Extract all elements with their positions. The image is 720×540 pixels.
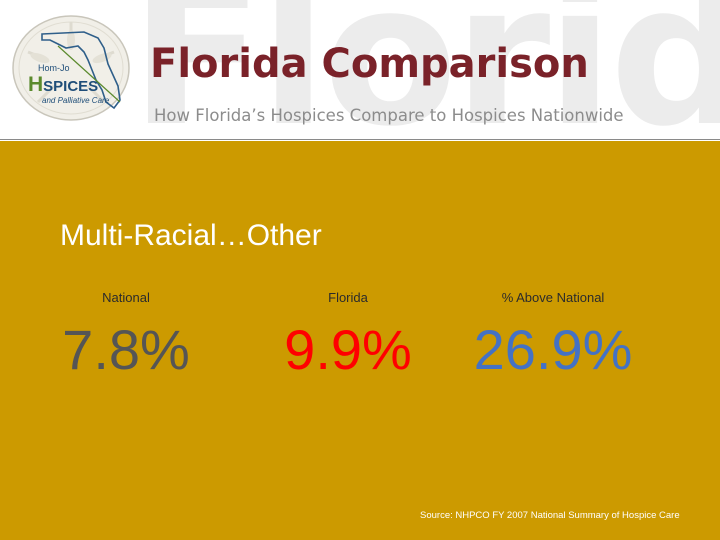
content-area: Multi-Racial…Other National 7.8% Florida… xyxy=(0,141,720,540)
logo-line2: HSPICES xyxy=(28,74,128,95)
stat-column-national: National 7.8% xyxy=(16,290,236,378)
logo-letter-h: H xyxy=(28,73,44,96)
stat-label: % Above National xyxy=(501,290,605,305)
slide-heading: Multi-Racial…Other xyxy=(60,219,322,252)
page-subtitle: How Florida’s Hospices Compare to Hospic… xyxy=(154,106,624,125)
stat-column-above-national: % Above National 26.9% xyxy=(443,290,663,378)
header-divider xyxy=(0,139,720,140)
stat-value: 7.8% xyxy=(62,318,190,381)
logo-text: Hom-Jo HSPICES and Palliative Care xyxy=(28,64,128,105)
logo-line3: and Palliative Care xyxy=(42,96,110,105)
stat-label: National xyxy=(102,290,150,305)
florida-map-icon xyxy=(41,31,121,110)
source-citation: Source: NHPCO FY 2007 National Summary o… xyxy=(420,510,680,521)
stat-value: 26.9% xyxy=(473,318,633,381)
sand-dollar-icon xyxy=(12,15,130,121)
stat-column-florida: Florida 9.9% xyxy=(238,290,458,378)
logo-line1: Hom-Jo xyxy=(38,63,70,73)
watermark-text: Florida xyxy=(130,0,720,140)
header-banner: Florida Hom-Jo HSPICES and Palliative Ca… xyxy=(0,0,720,140)
sand-dollar-florida-logo: Hom-Jo HSPICES and Palliative Care xyxy=(8,12,134,124)
logo-spices: SPICES xyxy=(43,78,99,95)
stat-value: 9.9% xyxy=(284,318,412,381)
page-title: Florida Comparison xyxy=(150,41,589,87)
stat-label: Florida xyxy=(328,290,368,305)
